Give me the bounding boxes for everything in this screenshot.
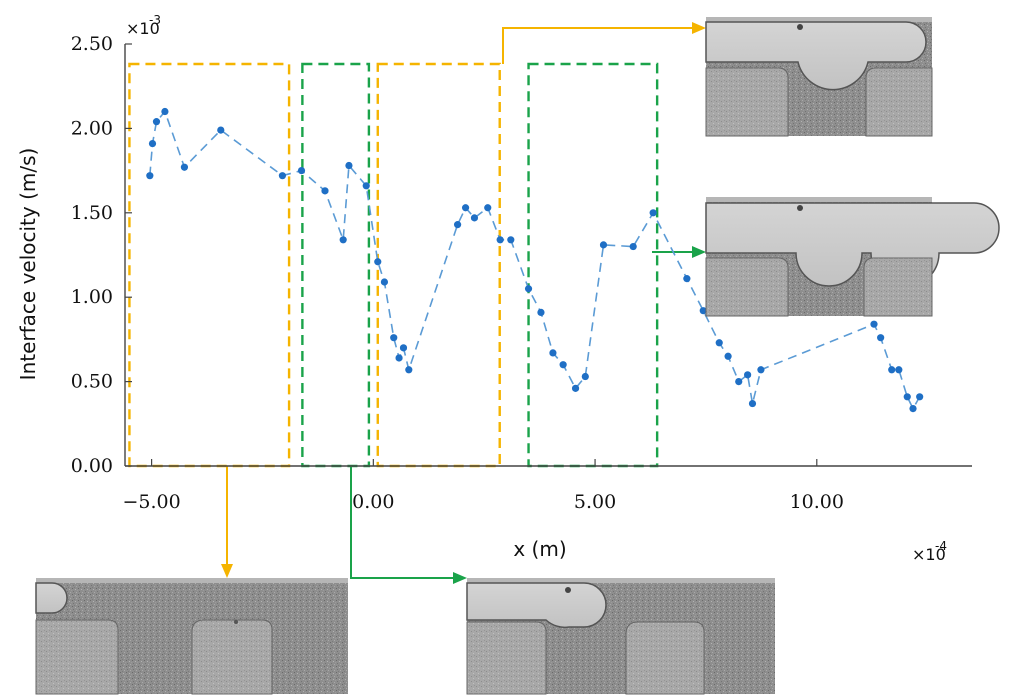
data-point [649, 209, 657, 217]
data-point [724, 352, 732, 360]
data-point [180, 163, 189, 171]
data-point [161, 107, 169, 116]
data-point [362, 182, 370, 190]
y-tick-label: 0.00 [71, 455, 113, 477]
data-point [870, 320, 878, 328]
arrow-yellow-top [502, 27, 692, 64]
y-tick-label: 2.50 [71, 33, 113, 55]
data-point [380, 278, 389, 286]
data-point [399, 344, 408, 352]
svg-text:×10: ×10 [912, 545, 946, 564]
arrow-green-bottom [350, 466, 454, 579]
x-tick-label: 10.00 [790, 491, 844, 513]
data-point [146, 172, 154, 180]
inset-image-middle-right [705, 197, 1000, 317]
data-point [744, 371, 752, 379]
arrowhead-green-bottom [453, 572, 467, 584]
inset-image-bottom-middle [466, 578, 775, 695]
data-point [895, 366, 903, 374]
data-point [297, 167, 306, 175]
data-point [339, 236, 347, 244]
dashed-region-box [376, 62, 501, 468]
data-point [549, 349, 557, 357]
svg-text:-4: -4 [935, 539, 947, 553]
connector-arrows [221, 22, 706, 584]
data-point [278, 172, 287, 180]
data-point [559, 361, 567, 369]
highlight-regions [128, 62, 659, 468]
data-point [524, 285, 533, 293]
data-point [405, 366, 413, 374]
data-point [461, 204, 470, 212]
data-point [903, 393, 911, 401]
data-point [374, 258, 382, 266]
data-point [496, 236, 504, 244]
series-line [149, 109, 921, 411]
data-point [484, 204, 492, 212]
data-point [453, 221, 462, 229]
dashed-region-box [128, 62, 291, 468]
y-tick-label: 2.00 [71, 117, 113, 139]
svg-text:×10: ×10 [126, 19, 160, 38]
data-point [537, 308, 545, 316]
data-series [146, 107, 924, 413]
data-point [345, 161, 353, 170]
x-tick-label: 5.00 [574, 491, 616, 513]
data-point [629, 242, 637, 251]
dashed-region-box [301, 62, 371, 468]
data-point [699, 307, 707, 315]
x-tick-label: −5.00 [122, 491, 180, 513]
data-point [757, 366, 765, 374]
arrowhead-yellow-bottom [221, 564, 233, 578]
data-point [321, 187, 329, 195]
y-tick-label: 1.00 [71, 286, 113, 308]
data-point [217, 126, 225, 134]
data-point [888, 366, 896, 374]
y-tick-label: 1.50 [71, 202, 113, 224]
x-ticks: −5.00 0.00 5.00 10.00 [122, 459, 844, 513]
data-point [148, 139, 157, 148]
x-tick-label: 0.00 [352, 491, 394, 513]
data-point [909, 405, 917, 413]
dashed-region-box [527, 62, 659, 468]
data-point [395, 354, 403, 362]
axes: 0.00 0.50 1.00 1.50 2.00 2.50 −5.00 0.00 5.00 10… [71, 33, 972, 513]
data-point [599, 241, 608, 249]
inset-image-top-right [705, 17, 933, 137]
data-point [581, 372, 589, 381]
data-point [390, 334, 398, 342]
data-point [571, 384, 580, 392]
data-point [735, 378, 743, 386]
data-point [683, 275, 691, 283]
y-axis-label: Interface velocity (m/s) [16, 148, 40, 381]
x-axis-label: x (m) [513, 537, 566, 561]
data-point [470, 214, 479, 222]
data-point [916, 393, 924, 401]
data-point [507, 236, 515, 244]
data-point [877, 334, 885, 342]
arrowhead-green-right [692, 246, 706, 258]
data-point [152, 118, 161, 126]
arrowhead-yellow-top [692, 22, 706, 34]
data-point [748, 399, 757, 408]
y-ticks: 0.00 0.50 1.00 1.50 2.00 2.50 [71, 33, 132, 477]
x-axis-multiplier: ×10 -4 [912, 539, 947, 564]
data-point [715, 339, 723, 347]
inset-image-bottom-left [35, 578, 348, 695]
y-tick-label: 0.50 [71, 371, 113, 393]
y-axis-multiplier: ×10 -3 [126, 13, 161, 38]
svg-text:-3: -3 [149, 13, 161, 27]
